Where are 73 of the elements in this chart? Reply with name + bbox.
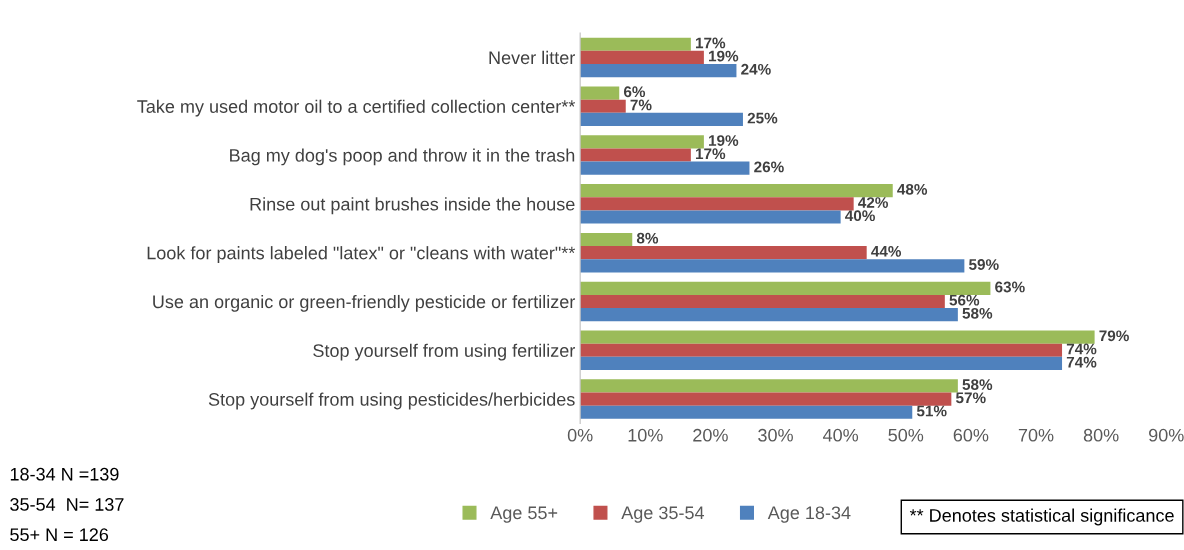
y-tick-label: Look for paints labeled "latex" or "cleans with water"**: [147, 246, 576, 263]
data-label: 26%: [754, 161, 784, 173]
x-tick-label: 30%: [758, 428, 793, 442]
data-label: 6%: [623, 86, 646, 98]
data-label: 51%: [916, 405, 947, 417]
bar: [580, 161, 750, 175]
y-tick-label: Stop yourself from using pesticides/herbicides: [208, 392, 575, 410]
data-label: 25%: [747, 112, 778, 124]
bar: [580, 64, 737, 78]
text: 55+ N = 126: [10, 528, 109, 542]
y-tick-label: Use an organic or green-friendly pesticide or fertilizer: [153, 294, 576, 312]
x-tick-label: 10%: [628, 428, 663, 442]
data-label: 74%: [1066, 356, 1097, 368]
x-tick-label: 20%: [693, 428, 728, 442]
bar: [580, 308, 958, 322]
bar: [580, 259, 965, 273]
bar: [580, 392, 952, 406]
bar: [580, 112, 743, 126]
bar: [580, 184, 893, 198]
legend-label: Age 18-34: [767, 506, 851, 523]
bar: [580, 37, 691, 51]
bar: [580, 86, 620, 100]
data-label: 74%: [1066, 343, 1097, 355]
bar: [580, 232, 633, 247]
text: 18-34 N =139: [10, 467, 119, 481]
bar: [580, 135, 704, 149]
x-tick-label: 90%: [1149, 428, 1184, 442]
bar: [580, 281, 991, 295]
x-tick-label: 80%: [1083, 428, 1119, 442]
data-label: 59%: [969, 259, 999, 270]
data-label: 19%: [709, 50, 739, 62]
legend-label: Age 35-54: [621, 506, 705, 523]
text: 35-54 N= 137: [10, 498, 124, 511]
bar: [580, 330, 1095, 344]
data-label: 57%: [955, 392, 986, 404]
y-tick-label: Take my used motor oil to a certified collection center**: [137, 99, 576, 117]
text: ** Denotes statistical significance: [909, 508, 1174, 526]
data-label: 56%: [949, 294, 980, 306]
data-label: 17%: [695, 37, 726, 49]
x-tick-label: 0%: [567, 428, 593, 442]
data-label: 17%: [695, 148, 726, 160]
x-tick-label: 70%: [1018, 428, 1054, 442]
data-label: 48%: [897, 183, 928, 195]
legend-label: Age 55+: [490, 506, 558, 523]
y-tick-label: Bag my dog's poop and throw it in the trash: [230, 148, 575, 166]
bar: [580, 210, 841, 224]
data-label: 58%: [962, 379, 993, 391]
bar: [580, 343, 1063, 357]
bar: [580, 50, 704, 64]
data-label: 58%: [962, 307, 993, 319]
y-tick-label: Rinse out paint brushes inside the house: [250, 197, 575, 215]
data-label: 63%: [995, 281, 1025, 293]
data-label: 79%: [1099, 330, 1129, 342]
bar: [580, 148, 691, 162]
data-label: 7%: [630, 99, 652, 111]
data-label: 24%: [741, 63, 771, 75]
x-tick-label: 50%: [888, 428, 924, 442]
bar: [580, 246, 867, 260]
y-tick-label: Stop yourself from using fertilizer: [313, 343, 576, 361]
data-label: 19%: [709, 135, 739, 146]
bar: [580, 356, 1063, 371]
y-tick-label: Never litter: [489, 50, 575, 65]
data-label: 40%: [845, 210, 875, 222]
x-tick-label: 40%: [822, 428, 859, 442]
data-label: 44%: [871, 245, 902, 257]
bar: [580, 197, 854, 211]
x-tick-label: 60%: [953, 428, 989, 442]
bar: [580, 405, 913, 419]
bar: [580, 99, 626, 113]
bar: [580, 379, 958, 393]
data-label: 42%: [858, 197, 889, 208]
bar: [580, 294, 945, 309]
data-label: 8%: [636, 232, 659, 244]
